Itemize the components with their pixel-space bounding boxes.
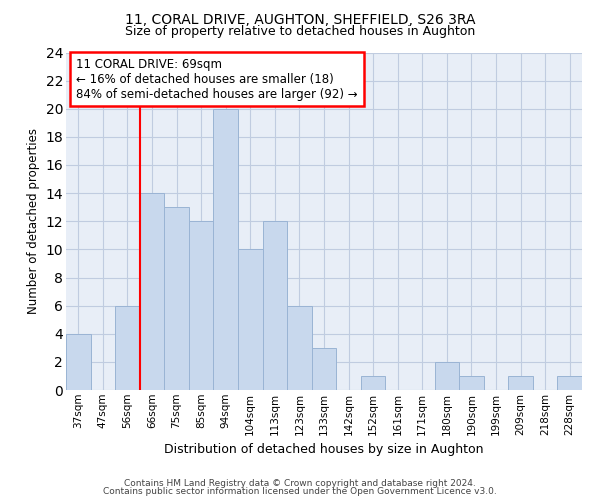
Bar: [434, 362, 459, 390]
Bar: [557, 376, 582, 390]
Y-axis label: Number of detached properties: Number of detached properties: [27, 128, 40, 314]
Bar: [459, 376, 484, 390]
Bar: [115, 306, 140, 390]
X-axis label: Distribution of detached houses by size in Aughton: Distribution of detached houses by size …: [164, 443, 484, 456]
Bar: [214, 109, 238, 390]
Text: Contains public sector information licensed under the Open Government Licence v3: Contains public sector information licen…: [103, 487, 497, 496]
Bar: [66, 334, 91, 390]
Bar: [312, 348, 336, 390]
Bar: [287, 306, 312, 390]
Text: Contains HM Land Registry data © Crown copyright and database right 2024.: Contains HM Land Registry data © Crown c…: [124, 478, 476, 488]
Text: 11 CORAL DRIVE: 69sqm
← 16% of detached houses are smaller (18)
84% of semi-deta: 11 CORAL DRIVE: 69sqm ← 16% of detached …: [76, 58, 358, 100]
Text: Size of property relative to detached houses in Aughton: Size of property relative to detached ho…: [125, 25, 475, 38]
Bar: [164, 207, 189, 390]
Bar: [189, 221, 214, 390]
Bar: [238, 250, 263, 390]
Bar: [140, 193, 164, 390]
Bar: [508, 376, 533, 390]
Text: 11, CORAL DRIVE, AUGHTON, SHEFFIELD, S26 3RA: 11, CORAL DRIVE, AUGHTON, SHEFFIELD, S26…: [125, 12, 475, 26]
Bar: [361, 376, 385, 390]
Bar: [263, 221, 287, 390]
